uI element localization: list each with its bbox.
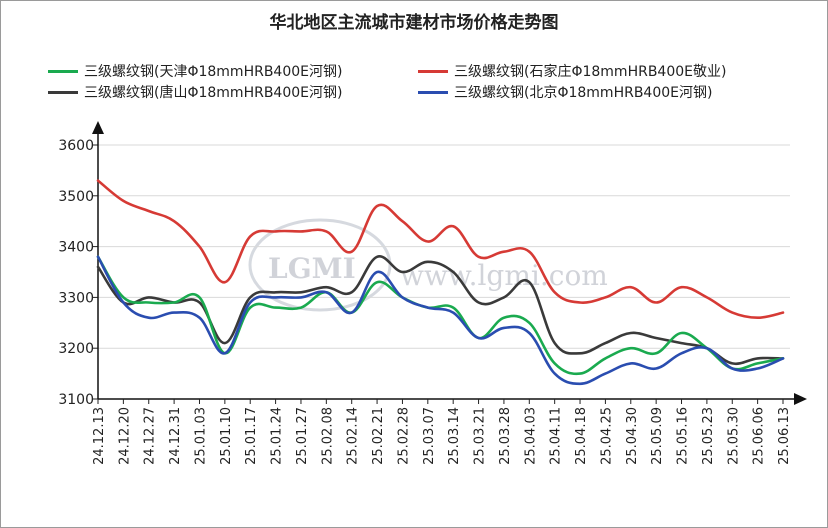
- legend-swatch-tangshan: [48, 90, 78, 94]
- x-tick-label: 24.12.13: [92, 407, 107, 465]
- x-axis-arrow: [794, 393, 807, 405]
- y-tick-labels: 3100 3200 3300 3400 3500 3600: [58, 138, 94, 408]
- x-tick-label: 24.12.20: [117, 407, 132, 465]
- x-tick-label: 25.04.11: [549, 407, 564, 465]
- x-tick-label: 25.03.07: [422, 407, 437, 465]
- chart-title: 华北地区主流城市建材市场价格走势图: [269, 13, 559, 33]
- legend-label-tangshan: 三级螺纹钢(唐山Φ18mmHRB400E河钢): [84, 85, 343, 101]
- y-tick-label: 3200: [58, 341, 94, 357]
- x-tick-label: 25.01.27: [295, 407, 310, 465]
- series-group-1: [96, 179, 785, 319]
- x-tick-label: 25.02.21: [371, 407, 386, 465]
- y-tick-label: 3600: [58, 138, 94, 154]
- x-tick-label: 25.06.06: [752, 407, 767, 465]
- x-tick-label: 25.03.21: [473, 407, 488, 465]
- x-tick-label: 25.01.10: [219, 407, 234, 465]
- legend-swatch-tianjin: [48, 69, 78, 73]
- watermark-logo-text: LGMI: [268, 252, 356, 285]
- x-tick-label: 25.04.03: [523, 407, 538, 465]
- legend-swatch-beijing: [418, 90, 448, 94]
- x-tick-label: 25.05.23: [701, 407, 716, 465]
- x-tick-label: 25.02.14: [346, 407, 361, 465]
- watermark-logo-ellipse: [248, 218, 392, 312]
- x-tick-label: 25.04.25: [599, 407, 614, 465]
- legend-label-shijiazhuang: 三级螺纹钢(石家庄Φ18mmHRB400E敬业): [454, 64, 727, 80]
- y-tick-label: 3400: [58, 240, 94, 256]
- x-tick-label: 25.01.03: [193, 407, 208, 465]
- legend-item-tangshan: 三级螺纹钢(唐山Φ18mmHRB400E河钢): [48, 82, 342, 102]
- series-lines: [96, 179, 785, 386]
- y-tick-label: 3100: [58, 392, 94, 408]
- legend-item-shijiazhuang: 三级螺纹钢(石家庄Φ18mmHRB400E敬业): [418, 61, 726, 81]
- x-tick-label: 25.02.08: [320, 407, 335, 465]
- legend-label-beijing: 三级螺纹钢(北京Φ18mmHRB400E河钢): [454, 85, 713, 101]
- watermark-site-text: www.lgmi.com: [400, 259, 608, 292]
- x-tick-label: 25.01.17: [244, 407, 259, 465]
- x-tick-label: 25.03.28: [498, 407, 513, 465]
- x-tick-label: 24.12.31: [168, 407, 183, 465]
- watermark: LGMI www.lgmi.com: [248, 218, 608, 312]
- x-tick-label: 25.01.24: [270, 407, 285, 465]
- series-line-1: [96, 179, 785, 319]
- series-line-0: [96, 255, 785, 376]
- axes: [92, 121, 807, 405]
- gridlines: [98, 144, 790, 349]
- x-tick-label: 25.02.28: [396, 407, 411, 465]
- legend-item-beijing: 三级螺纹钢(北京Φ18mmHRB400E河钢): [418, 82, 712, 102]
- x-tick-label: 25.05.16: [676, 407, 691, 465]
- series-line-3: [96, 255, 785, 386]
- x-tick-label: 24.12.27: [143, 407, 158, 465]
- y-tick-label: 3300: [58, 290, 94, 306]
- legend-swatch-shijiazhuang: [418, 69, 448, 73]
- legend-label-tianjin: 三级螺纹钢(天津Φ18mmHRB400E河钢): [84, 64, 343, 80]
- x-tick-labels: 24.12.13 24.12.20 24.12.27 24.12.31 25.01.03…: [92, 407, 792, 465]
- legend-item-tianjin: 三级螺纹钢(天津Φ18mmHRB400E河钢): [48, 61, 342, 81]
- x-tick-label: 25.06.13: [777, 407, 792, 465]
- x-tick-label: 25.04.30: [625, 407, 640, 465]
- series-group-3: [96, 255, 785, 386]
- x-tick-label: 25.03.14: [447, 407, 462, 465]
- y-tick-label: 3500: [58, 189, 94, 205]
- x-tick-label: 25.04.18: [574, 407, 589, 465]
- y-axis-arrow: [92, 121, 104, 134]
- x-tick-label: 25.05.09: [650, 407, 665, 465]
- x-tick-label: 25.05.30: [726, 407, 741, 465]
